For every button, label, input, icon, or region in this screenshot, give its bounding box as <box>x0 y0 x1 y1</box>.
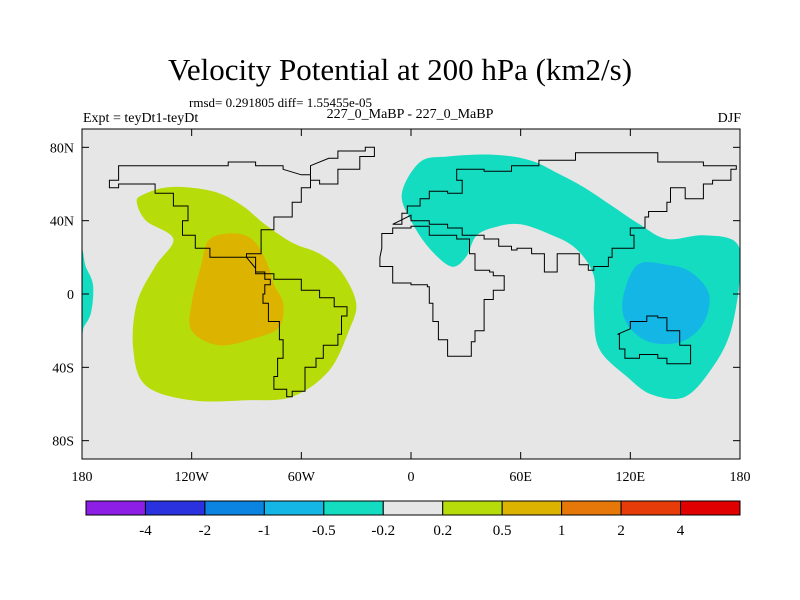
colorbar-label: 1 <box>558 523 566 539</box>
chart-title: Velocity Potential at 200 hPa (km2/s) <box>167 52 633 87</box>
experiment-names: 227_0_MaBP - 227_0_MaBP <box>326 107 494 122</box>
colorbar-label: -0.2 <box>371 523 395 539</box>
x-tick-label: 0 <box>408 470 415 485</box>
colorbar-box <box>382 500 444 516</box>
y-tick-label: 40S <box>52 361 74 376</box>
colorbar-label: -1 <box>258 523 271 539</box>
coastline-1 <box>108 161 311 258</box>
colorbar-box <box>620 500 682 516</box>
x-tick-label: 60E <box>509 470 532 485</box>
experiment-label: Expt = teyDt1-teyDt <box>83 111 199 126</box>
coastlines <box>108 146 737 398</box>
y-tick-label: 80S <box>52 435 74 450</box>
colorbar-label: 0.5 <box>493 523 512 539</box>
x-tick-label: 60W <box>288 470 316 485</box>
colorbar-box <box>561 500 622 516</box>
colorbar-box <box>442 500 503 516</box>
x-tick-label: 180 <box>730 470 751 485</box>
colorbar-label: 2 <box>617 523 625 539</box>
x-tick-label: 180 <box>72 470 93 485</box>
contour-region-negative-0.5-1-west-pacific <box>622 261 710 344</box>
colorbar-label: -4 <box>139 523 152 539</box>
colorbar-box <box>323 500 384 516</box>
coastline-3 <box>392 152 737 273</box>
y-tick-label: 0 <box>67 288 74 303</box>
contour-region-positive-0.5-1-east-pacific <box>189 233 284 346</box>
x-tick-label: 120W <box>175 470 210 485</box>
rmsd-diff-stats: rmsd= 0.291805 diff= 1.55455e-05 <box>189 95 373 110</box>
coastline-0 <box>310 146 375 185</box>
y-tick-label: 80N <box>50 141 74 156</box>
colorbar-label: 0.2 <box>433 523 452 539</box>
season-label: DJF <box>717 111 741 126</box>
colorbar-box <box>680 500 741 516</box>
coastline-5 <box>617 315 692 365</box>
colorbar-box <box>204 500 265 516</box>
x-tick-label: 120E <box>616 470 646 485</box>
contour-regions <box>82 154 740 402</box>
colorbar-box <box>144 500 206 516</box>
contour-region-negative-0.2-0.5-west-pacific-edge <box>82 250 94 336</box>
colorbar-box <box>501 500 563 516</box>
colorbar: -4 -2 -1 -0.5 -0.2 0.2 0.5 1 2 4 <box>85 500 741 539</box>
y-tick-label: 40N <box>50 215 74 230</box>
colorbar-label: -2 <box>199 523 212 539</box>
x-axis: 180 120W 60W 0 60E 120E 180 <box>72 129 751 485</box>
colorbar-box <box>263 500 325 516</box>
y-axis: 80N 40N 0 40S 80S <box>50 141 740 450</box>
colorbar-label: -0.5 <box>312 523 336 539</box>
colorbar-box <box>85 500 146 516</box>
colorbar-label: 4 <box>677 523 685 539</box>
coastline-4 <box>379 225 505 357</box>
coastline-2 <box>245 256 348 398</box>
